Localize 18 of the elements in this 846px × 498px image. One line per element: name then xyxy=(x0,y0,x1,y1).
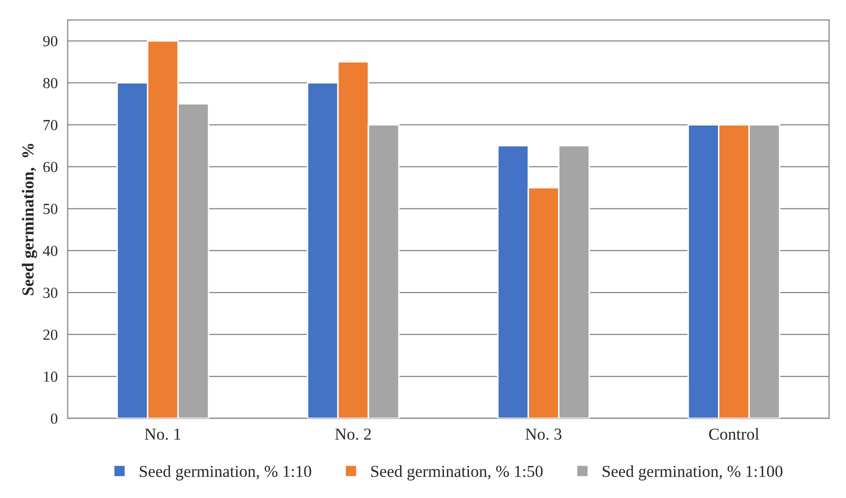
legend-label: Seed germination, % 1:10 xyxy=(140,465,312,480)
x-tick-label: Control xyxy=(709,428,760,440)
y-tick-label: 30 xyxy=(43,288,58,298)
x-tick-label: No. 2 xyxy=(335,428,371,440)
y-axis-title: Seed germination, % xyxy=(22,144,38,296)
y-tick-label: 80 xyxy=(43,78,58,88)
legend-label: Seed germination, % 1:50 xyxy=(371,465,543,480)
y-tick-label: 0 xyxy=(50,413,58,424)
legend-label: Seed germination, % 1:100 xyxy=(602,465,782,480)
y-tick-label: 60 xyxy=(43,162,58,172)
y-tick-label: 10 xyxy=(44,372,58,382)
x-tick-label: No. 1 xyxy=(144,428,180,440)
x-tick-label: No. 3 xyxy=(526,428,562,440)
y-tick-label: 50 xyxy=(44,204,58,214)
y-tick-label: 40 xyxy=(42,246,58,256)
y-tick-label: 20 xyxy=(43,330,58,340)
y-tick-label: 90 xyxy=(43,36,58,46)
y-tick-label: 70 xyxy=(44,120,58,130)
